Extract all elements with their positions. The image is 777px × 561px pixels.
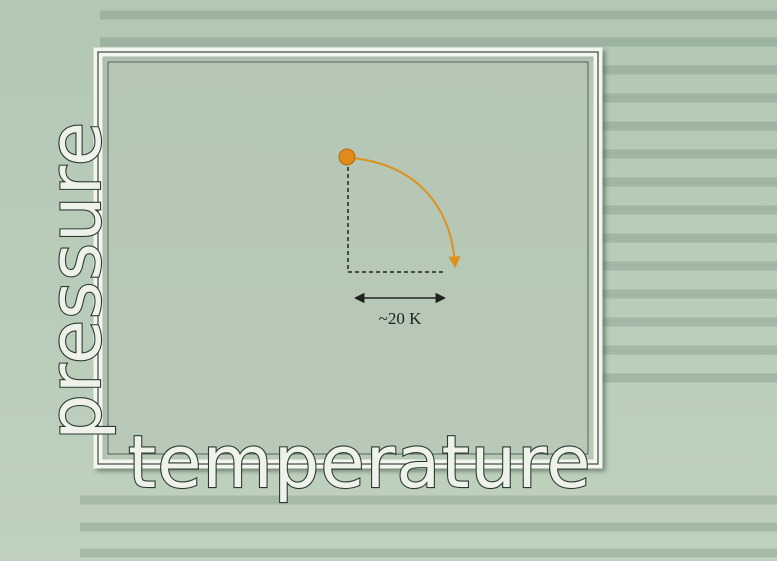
state-point <box>338 148 356 166</box>
background-texture <box>80 10 777 558</box>
y-axis-label: pressure <box>33 121 117 440</box>
plot-frame-inner <box>107 61 589 455</box>
plot-frame-outline <box>97 51 599 465</box>
annotation: ~20 K <box>379 309 422 328</box>
x-axis-label: temperature <box>128 420 592 504</box>
transition-arrow <box>351 157 461 269</box>
